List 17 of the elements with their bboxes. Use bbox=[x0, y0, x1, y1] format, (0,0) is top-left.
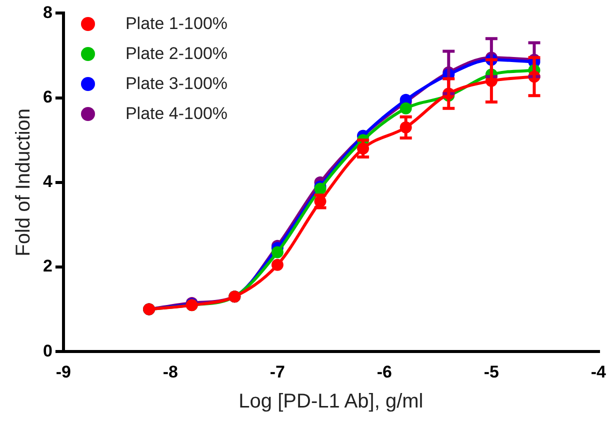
x-tick-label: -8 bbox=[162, 362, 178, 382]
y-tick-label: 4 bbox=[42, 172, 53, 192]
legend-label: Plate 2-100% bbox=[125, 44, 228, 64]
y-tick-label: 0 bbox=[42, 341, 52, 360]
y-tick-label: 6 bbox=[42, 87, 52, 106]
x-tick-label: -5 bbox=[484, 362, 500, 382]
x-tick-label: -7 bbox=[270, 362, 286, 382]
legend-label: Plate 1-100% bbox=[125, 14, 228, 34]
legend-label: Plate 3-100% bbox=[125, 74, 228, 94]
legend-label: Plate 4-100% bbox=[125, 104, 228, 124]
x-axis-title: Log [PD-L1 Ab], g/ml bbox=[238, 390, 424, 413]
y-tick-label: 2 bbox=[42, 256, 52, 276]
x-tick-label: -6 bbox=[376, 362, 392, 382]
y-axis-title: Fold of Induction bbox=[12, 108, 35, 256]
x-tick-label: -4 bbox=[590, 362, 607, 382]
y-tick-label: 8 bbox=[42, 2, 52, 22]
x-tick-label: -9 bbox=[56, 362, 72, 382]
